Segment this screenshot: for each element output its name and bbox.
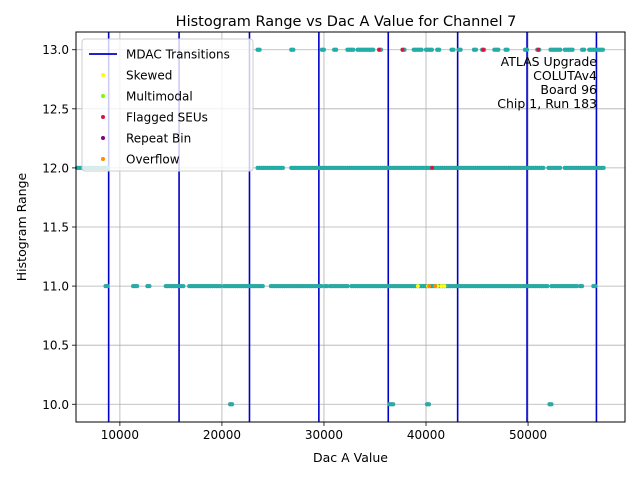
y-axis-label: Histogram Range	[14, 172, 29, 281]
y-tick-label: 13.0	[42, 43, 69, 57]
data-point	[257, 47, 262, 52]
flag-point	[439, 284, 444, 289]
y-tick-label: 11.0	[42, 280, 69, 294]
data-point	[579, 283, 585, 289]
data-point	[105, 283, 110, 289]
flag-point	[433, 284, 438, 289]
y-tick-label: 11.5	[42, 221, 69, 235]
data-point	[147, 283, 152, 289]
data-point	[229, 402, 235, 407]
legend-label: Flagged SEUs	[126, 111, 208, 125]
data-point	[545, 283, 550, 289]
flag-point	[481, 47, 486, 52]
legend-swatch	[101, 73, 105, 77]
data-point	[557, 165, 563, 171]
data-point	[419, 47, 424, 52]
data-point	[218, 283, 223, 289]
legend-label: Repeat Bin	[126, 132, 191, 146]
annotation-line: Board 96	[540, 82, 597, 97]
data-point	[321, 47, 327, 52]
data-point	[371, 47, 376, 52]
data-point	[260, 283, 265, 289]
data-point	[291, 47, 296, 52]
data-point	[429, 47, 434, 52]
data-point	[333, 47, 339, 52]
data-point	[437, 47, 442, 52]
x-tick-label: 10000	[101, 428, 139, 442]
annotation-line: COLUTAv4	[533, 68, 597, 83]
legend-swatch	[101, 157, 105, 161]
legend-swatch	[101, 136, 105, 140]
data-point	[391, 402, 396, 407]
y-tick-label: 12.0	[42, 161, 69, 175]
flag-point	[377, 47, 382, 52]
data-point	[505, 47, 510, 52]
x-tick-label: 30000	[305, 428, 343, 442]
chart-title: Histogram Range vs Dac A Value for Chann…	[176, 14, 517, 30]
y-tick-label: 10.5	[42, 339, 69, 353]
legend-swatch	[101, 94, 105, 98]
flag-point	[536, 47, 541, 52]
data-point	[426, 402, 432, 407]
legend-box	[81, 38, 254, 172]
x-tick-label: 20000	[203, 428, 241, 442]
flag-point	[442, 284, 447, 289]
legend-label: Skewed	[126, 69, 172, 83]
legend: MDAC Transitions Skewed Multimodal Flagged …	[81, 38, 254, 172]
flag-point	[400, 47, 405, 52]
y-axis-ticks: 10.0 10.5 11.0 11.5 12.0 12.5 13.0	[42, 43, 76, 412]
data-point	[134, 283, 140, 289]
y-tick-label: 10.0	[42, 398, 69, 412]
x-axis-ticks: 10000 20000 30000 40000 50000	[101, 422, 547, 442]
flag-point	[430, 165, 435, 170]
data-point	[600, 47, 606, 52]
x-axis-label: Dac A Value	[313, 450, 388, 465]
x-tick-label: 50000	[509, 428, 547, 442]
legend-label: Overflow	[126, 153, 180, 167]
annotation-line: Chip 1, Run 183	[497, 96, 597, 111]
x-tick-label: 40000	[407, 428, 445, 442]
data-point	[345, 283, 350, 289]
data-point	[581, 47, 587, 52]
legend-label: MDAC Transitions	[126, 48, 230, 62]
data-point	[451, 47, 456, 52]
data-point	[280, 165, 285, 171]
data-point	[458, 47, 463, 52]
data-point	[181, 283, 186, 289]
data-point	[351, 47, 356, 52]
flag-point	[415, 284, 420, 289]
y-tick-label: 12.5	[42, 102, 69, 116]
annotation-line: ATLAS Upgrade	[501, 54, 598, 69]
legend-swatch	[101, 115, 105, 119]
data-point	[496, 47, 501, 52]
data-point	[558, 47, 563, 52]
data-point	[541, 165, 546, 171]
legend-label: Multimodal	[126, 90, 193, 104]
data-point	[524, 47, 530, 52]
data-point	[601, 165, 606, 171]
data-point	[593, 283, 598, 289]
data-point	[473, 47, 479, 52]
data-point	[570, 47, 575, 52]
data-point	[549, 402, 554, 407]
flag-point	[427, 284, 432, 289]
